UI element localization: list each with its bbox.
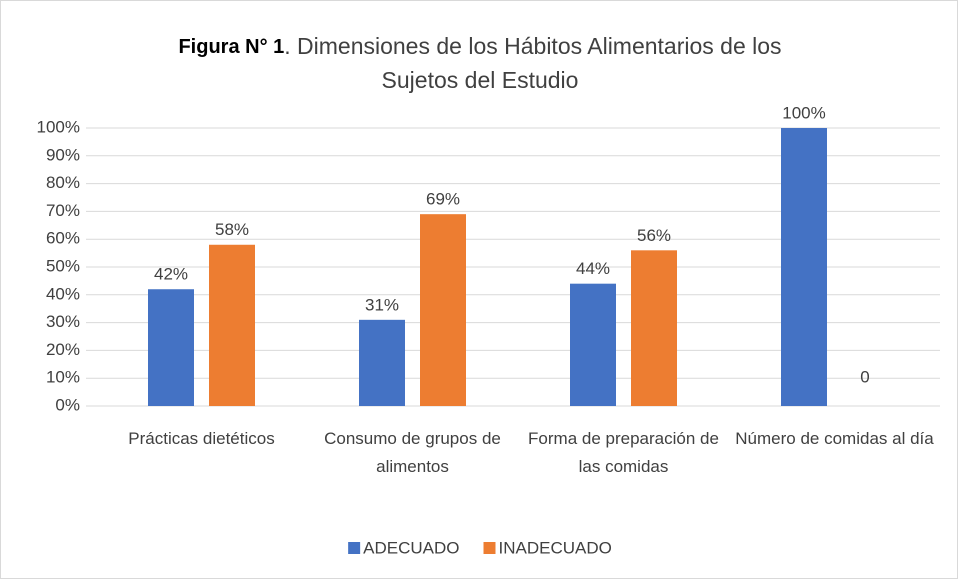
y-tick-label: 80%	[46, 173, 80, 192]
y-tick-label: 10%	[46, 368, 80, 387]
chart-title: Figura N° 1. Dimensiones de los Hábitos …	[178, 33, 781, 59]
x-tick-label: Número de comidas al día	[735, 429, 934, 448]
y-tick-label: 40%	[46, 284, 80, 303]
x-tick-line: Número de comidas al día	[735, 429, 934, 448]
x-tick-label: Prácticas dietéticos	[128, 429, 274, 448]
legend-item: INADECUADO	[483, 538, 612, 557]
x-tick-label: Forma de preparación de las comidas	[528, 429, 719, 476]
data-label: 56%	[637, 226, 671, 245]
title-line-2: Sujetos del Estudio	[382, 67, 579, 93]
y-tick-label: 20%	[46, 340, 80, 359]
legend-item: ADECUADO	[348, 538, 460, 557]
data-label: 44%	[576, 259, 610, 278]
bar	[781, 128, 827, 406]
x-tick-line: Forma de preparación de	[528, 429, 719, 448]
legend-swatch	[483, 542, 496, 554]
y-tick-label: 70%	[46, 201, 80, 220]
x-tick-line: Consumo de grupos de	[324, 429, 501, 448]
bar	[631, 250, 677, 406]
data-label: 100%	[782, 103, 825, 122]
title-figure: Figura N° 1	[178, 36, 284, 58]
data-label: 42%	[154, 265, 188, 284]
y-tick-label: 0%	[55, 395, 80, 414]
y-tick-label: 50%	[46, 256, 80, 275]
title-line-1: . Dimensiones de los Hábitos Alimentario…	[284, 33, 781, 59]
bar	[209, 244, 255, 406]
y-tick-label: 60%	[46, 229, 80, 248]
legend-swatch	[348, 542, 361, 554]
bar	[148, 289, 194, 406]
bar	[420, 214, 466, 406]
data-label: 0	[860, 367, 869, 386]
x-tick-label: Consumo de grupos de alimentos	[324, 429, 501, 476]
data-label: 31%	[365, 295, 399, 314]
bar	[570, 283, 616, 406]
x-tick-line: Prácticas dietéticos	[128, 429, 274, 448]
data-label: 58%	[215, 220, 249, 239]
legend-label: INADECUADO	[499, 538, 612, 557]
y-tick-label: 30%	[46, 312, 80, 331]
x-tick-line: las comidas	[579, 457, 669, 476]
data-label: 69%	[426, 190, 460, 209]
y-tick-label: 90%	[46, 145, 80, 164]
legend-label: ADECUADO	[363, 538, 459, 557]
x-tick-line: alimentos	[376, 457, 449, 476]
y-tick-label: 100%	[37, 117, 80, 136]
bar	[359, 319, 405, 406]
